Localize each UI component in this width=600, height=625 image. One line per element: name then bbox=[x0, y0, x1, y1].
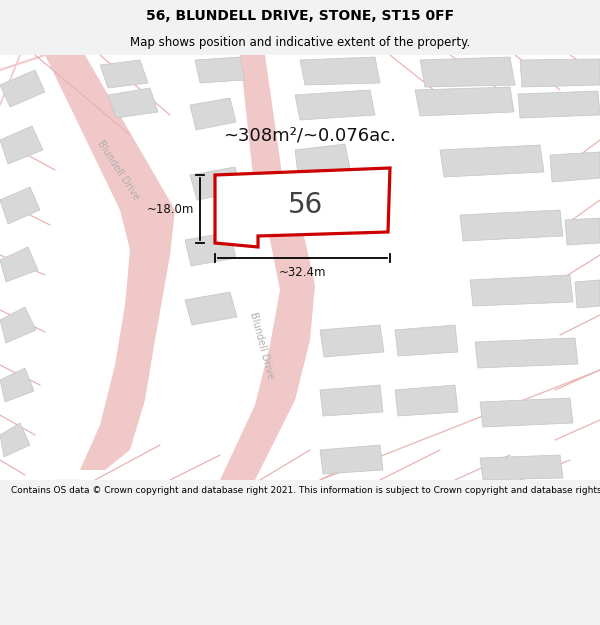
Text: ~32.4m: ~32.4m bbox=[279, 266, 326, 279]
Polygon shape bbox=[565, 218, 600, 245]
Polygon shape bbox=[518, 91, 600, 118]
Polygon shape bbox=[0, 126, 43, 164]
Polygon shape bbox=[240, 182, 370, 228]
Polygon shape bbox=[575, 280, 600, 308]
Polygon shape bbox=[220, 55, 315, 480]
Polygon shape bbox=[0, 307, 36, 343]
Polygon shape bbox=[0, 247, 38, 282]
Polygon shape bbox=[295, 144, 350, 174]
Polygon shape bbox=[0, 70, 45, 107]
Polygon shape bbox=[320, 445, 383, 474]
Polygon shape bbox=[45, 55, 175, 470]
Polygon shape bbox=[195, 57, 245, 83]
Text: Blundell Drive: Blundell Drive bbox=[248, 311, 276, 379]
Polygon shape bbox=[300, 57, 380, 85]
Polygon shape bbox=[520, 59, 600, 87]
Polygon shape bbox=[480, 398, 573, 427]
Text: ~308m²/~0.076ac.: ~308m²/~0.076ac. bbox=[224, 126, 397, 144]
Text: Map shows position and indicative extent of the property.: Map shows position and indicative extent… bbox=[130, 36, 470, 49]
Polygon shape bbox=[475, 338, 578, 368]
Polygon shape bbox=[295, 90, 375, 120]
Polygon shape bbox=[320, 325, 384, 357]
Polygon shape bbox=[415, 87, 514, 116]
Text: 56, BLUNDELL DRIVE, STONE, ST15 0FF: 56, BLUNDELL DRIVE, STONE, ST15 0FF bbox=[146, 9, 454, 24]
Polygon shape bbox=[420, 57, 515, 87]
Polygon shape bbox=[550, 152, 600, 182]
Polygon shape bbox=[480, 455, 563, 480]
Text: Contains OS data © Crown copyright and database right 2021. This information is : Contains OS data © Crown copyright and d… bbox=[11, 486, 600, 495]
Text: Blundell Drive: Blundell Drive bbox=[95, 138, 141, 202]
Polygon shape bbox=[108, 88, 158, 118]
Text: 56: 56 bbox=[287, 191, 323, 219]
Polygon shape bbox=[0, 368, 34, 402]
Polygon shape bbox=[395, 325, 458, 356]
Polygon shape bbox=[0, 55, 600, 480]
Polygon shape bbox=[215, 168, 390, 247]
Polygon shape bbox=[470, 275, 573, 306]
Polygon shape bbox=[185, 232, 236, 266]
Polygon shape bbox=[100, 60, 148, 88]
Polygon shape bbox=[190, 98, 236, 130]
Polygon shape bbox=[0, 423, 30, 457]
Polygon shape bbox=[185, 292, 237, 325]
Text: ~18.0m: ~18.0m bbox=[146, 202, 194, 216]
Polygon shape bbox=[190, 167, 241, 200]
Polygon shape bbox=[395, 385, 458, 416]
Polygon shape bbox=[460, 210, 563, 241]
Polygon shape bbox=[440, 145, 544, 177]
Polygon shape bbox=[320, 385, 383, 416]
Polygon shape bbox=[0, 187, 40, 224]
